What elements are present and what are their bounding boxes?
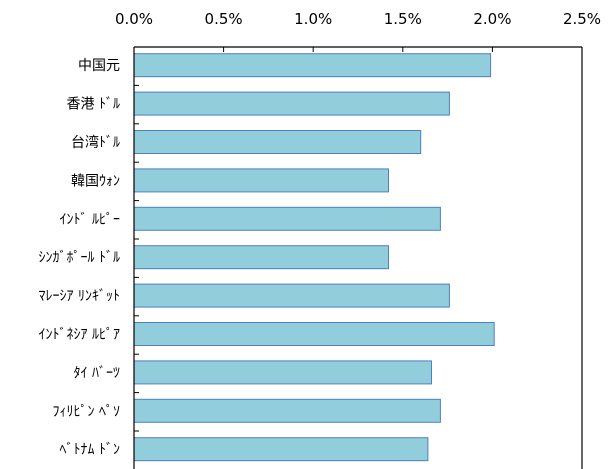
- bar-9: [133, 398, 441, 423]
- x-tick-label-4: 2.0%: [473, 10, 511, 28]
- bar-6: [133, 283, 450, 308]
- category-label-1: 香港 ﾄﾞﾙ: [67, 97, 120, 113]
- bar-0: [133, 53, 492, 78]
- bar-5: [133, 245, 389, 270]
- bar-10: [133, 437, 429, 462]
- category-label-2: 台湾ﾄﾞﾙ: [71, 134, 120, 151]
- bar-8: [133, 360, 432, 385]
- category-label-6: ﾏﾚｰｼｱ ﾘﾝｷﾞｯﾄ: [39, 289, 120, 305]
- x-tick-label-5: 2.5%: [563, 10, 601, 28]
- bars: [133, 53, 495, 462]
- bar-1: [133, 91, 450, 116]
- x-tick-labels: 0.0% 0.5% 1.0% 1.5% 2.0% 2.5%: [115, 10, 601, 28]
- x-tick-label-3: 1.5%: [384, 10, 422, 28]
- x-tick-label-1: 0.5%: [205, 10, 243, 28]
- bar-7: [133, 322, 495, 346]
- category-label-10: ﾍﾞﾄﾅﾑ ﾄﾞﾝ: [60, 442, 120, 458]
- bar-3: [133, 168, 389, 193]
- axes: [133, 46, 583, 469]
- category-label-9: ﾌｨﾘﾋﾟﾝ ﾍﾟｿ: [53, 404, 120, 420]
- x-tick-label-2: 1.0%: [294, 10, 332, 28]
- category-label-4: ｲﾝﾄﾞ ﾙﾋﾟｰ: [60, 212, 120, 228]
- category-label-0: 中国元: [78, 58, 120, 74]
- bar-4: [133, 206, 441, 231]
- category-label-7: ｲﾝﾄﾞﾈｼｱ ﾙﾋﾟｱ: [39, 327, 120, 343]
- category-label-3: 韓国ｳｫﾝ: [71, 173, 120, 189]
- bar-2: [133, 130, 422, 154]
- category-label-5: ｼﾝｶﾞﾎﾟｰﾙ ﾄﾞﾙ: [39, 250, 120, 266]
- x-tick-label-0: 0.0%: [115, 10, 153, 28]
- category-label-8: ﾀｲ ﾊﾞｰﾂ: [74, 365, 120, 381]
